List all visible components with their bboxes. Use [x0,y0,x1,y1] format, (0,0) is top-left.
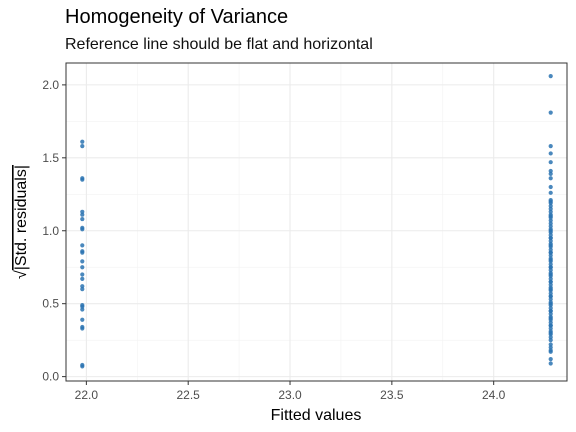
chart-title: Homogeneity of Variance [65,6,289,28]
data-point [80,265,85,270]
grid-major [66,63,567,381]
data-point [548,335,553,340]
data-point [548,282,553,287]
data-point [548,305,553,311]
data-point [548,338,553,343]
data-point [548,110,553,115]
data-point [548,160,553,165]
y-axis: 0.0 0.5 1.0 1.5 2.0 [42,78,66,384]
data-point [548,279,553,284]
x-tick-label: 22.5 [177,388,201,402]
data-point [548,74,553,79]
y-axis-title-group: √|Std. residuals| [13,165,30,279]
y-axis-title-text: |Std. residuals| [13,165,30,270]
data-point [548,294,553,299]
data-point [548,218,553,223]
data-point [80,287,85,292]
data-points [80,74,553,369]
data-point [548,357,553,362]
y-axis-title-sqrt: √ [13,270,30,279]
data-point [548,308,553,314]
data-point [80,259,85,264]
data-point [548,176,553,181]
data-point [548,301,553,306]
data-point [548,203,553,209]
data-point [548,272,553,277]
data-point [80,144,85,149]
data-point [548,144,553,149]
data-point [548,247,553,252]
data-point [80,276,85,281]
data-point [80,216,85,222]
data-point [548,199,553,204]
data-point [80,209,85,214]
data-point [548,238,553,244]
data-point [548,291,553,296]
y-axis-title: √|Std. residuals| [13,165,30,279]
data-point [80,284,85,289]
x-axis: 22.0 22.5 23.0 23.5 24.0 [75,381,506,402]
data-point [548,326,553,331]
y-tick-label: 0.5 [42,297,59,311]
data-point [80,250,85,255]
data-point [548,253,553,258]
data-point [548,224,553,229]
x-tick-label: 22.0 [75,388,99,402]
data-point [548,221,553,226]
data-point [548,276,553,281]
data-point [80,272,85,277]
x-tick-label: 23.5 [380,388,404,402]
data-point [80,304,85,309]
grid-minor [66,63,567,381]
data-point [548,250,553,255]
data-point [548,214,553,219]
data-point [548,209,553,214]
data-point [548,151,553,156]
data-point [548,235,553,241]
data-point [548,297,553,302]
data-point [548,361,553,366]
data-point [548,316,553,321]
data-point [548,184,553,190]
data-point [80,326,85,331]
data-point [548,265,553,270]
data-point [80,317,85,322]
data-point [80,212,85,217]
plot-border [65,62,568,382]
data-point [548,233,553,238]
data-point [80,307,85,312]
data-point [548,262,553,267]
chart-subtitle: Reference line should be flat and horizo… [65,36,373,53]
x-axis-title: Fitted values [271,407,362,424]
x-tick-label: 24.0 [482,388,506,402]
data-point [548,228,553,233]
data-point [80,243,85,248]
y-tick-label: 1.5 [42,151,59,165]
data-point [548,257,553,263]
data-point [80,227,85,232]
data-point [548,206,553,211]
data-point [548,168,553,174]
data-point [548,171,553,176]
data-point [548,323,553,328]
data-point [548,268,553,273]
data-point [548,330,553,335]
data-point [548,320,553,325]
data-point [80,177,85,182]
data-point [548,190,553,195]
data-point [548,342,553,347]
x-tick-label: 23.0 [278,388,302,402]
data-point [548,345,553,350]
data-point [548,349,553,354]
y-tick-label: 0.0 [42,370,59,384]
y-tick-label: 2.0 [42,78,59,92]
data-point [548,243,553,248]
data-point [548,287,553,292]
plot-panel [66,63,567,381]
data-point [80,139,85,144]
data-point [548,311,553,316]
y-tick-label: 1.0 [42,224,59,238]
data-point [80,364,85,369]
